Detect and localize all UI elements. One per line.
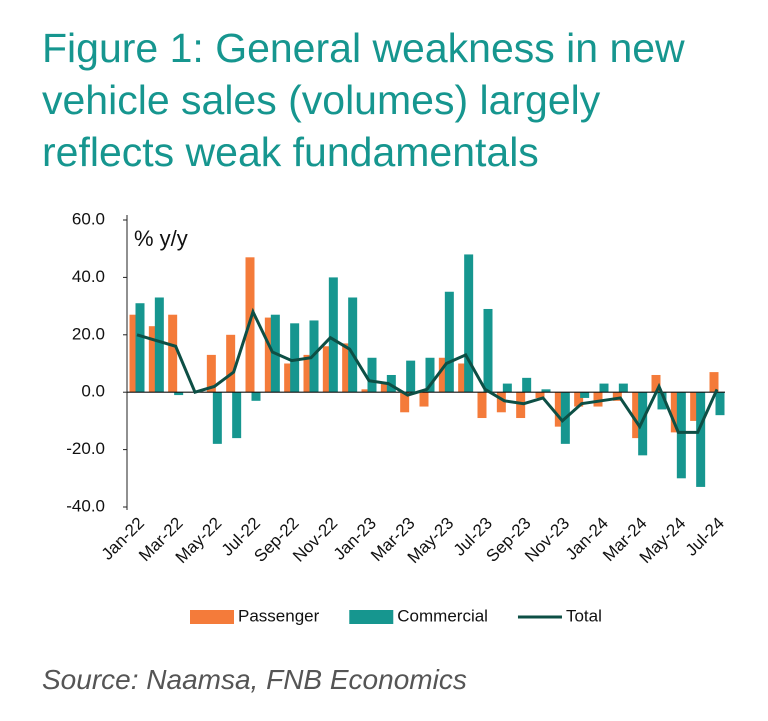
bar — [657, 392, 667, 410]
bar — [264, 317, 274, 393]
bar — [342, 343, 352, 393]
bar — [599, 383, 609, 393]
bar — [328, 277, 338, 393]
bar — [670, 392, 680, 433]
bar — [709, 372, 719, 393]
bar — [348, 297, 358, 393]
bar — [676, 392, 686, 479]
bar — [174, 392, 184, 396]
bar — [226, 334, 236, 393]
y-tick-label: 60.0 — [72, 209, 105, 228]
bar — [284, 363, 294, 393]
bar — [593, 392, 603, 407]
bar — [135, 303, 145, 393]
bar — [303, 354, 313, 393]
bar — [406, 360, 416, 393]
bar — [168, 314, 178, 393]
x-tick-label: Jul-24 — [682, 514, 728, 560]
bar — [154, 297, 164, 393]
source-note: Source: Naamsa, FNB Economics — [42, 664, 467, 695]
y-tick-label: -20.0 — [66, 439, 105, 458]
y-axis-label: % y/y — [134, 226, 188, 251]
bar — [212, 392, 222, 444]
bar — [206, 354, 216, 393]
bar — [618, 383, 628, 393]
bar — [554, 392, 564, 427]
bar — [690, 392, 700, 421]
bar — [516, 392, 526, 419]
bar — [612, 392, 622, 401]
chart-title: Figure 1: General weakness in new vehicl… — [42, 25, 685, 175]
bar — [696, 392, 706, 487]
legend-label: Passenger — [238, 606, 320, 625]
bar — [438, 357, 448, 393]
legend-label: Commercial — [397, 606, 488, 625]
bar — [541, 389, 551, 393]
bar — [496, 392, 506, 413]
bar — [535, 392, 545, 398]
bar — [477, 392, 487, 419]
bar — [574, 392, 584, 407]
bar — [129, 314, 139, 393]
bar — [651, 374, 661, 393]
bar — [361, 389, 371, 393]
bar — [458, 363, 468, 393]
bar — [400, 392, 410, 413]
bar — [483, 308, 493, 393]
y-tick-label: 0.0 — [81, 382, 105, 401]
y-tick-label: -40.0 — [66, 496, 105, 515]
bar — [632, 392, 642, 439]
bar — [419, 392, 429, 407]
bar — [425, 357, 435, 393]
bar — [502, 383, 512, 393]
legend-swatch — [190, 610, 234, 624]
bar — [251, 392, 261, 401]
y-tick-label: 40.0 — [72, 267, 105, 286]
bar — [322, 346, 332, 393]
bar — [464, 254, 474, 393]
bar — [290, 323, 300, 393]
bar — [580, 392, 590, 398]
line — [136, 307, 719, 434]
bar — [380, 383, 390, 393]
bar — [444, 291, 454, 393]
bar — [522, 377, 532, 393]
y-tick-label: 20.0 — [72, 324, 105, 343]
bar — [232, 392, 242, 439]
bar — [367, 357, 377, 393]
legend-label: Total — [566, 606, 602, 625]
bar — [386, 374, 396, 393]
bar — [715, 392, 725, 416]
legend-swatch — [349, 610, 394, 624]
bar — [148, 326, 158, 393]
